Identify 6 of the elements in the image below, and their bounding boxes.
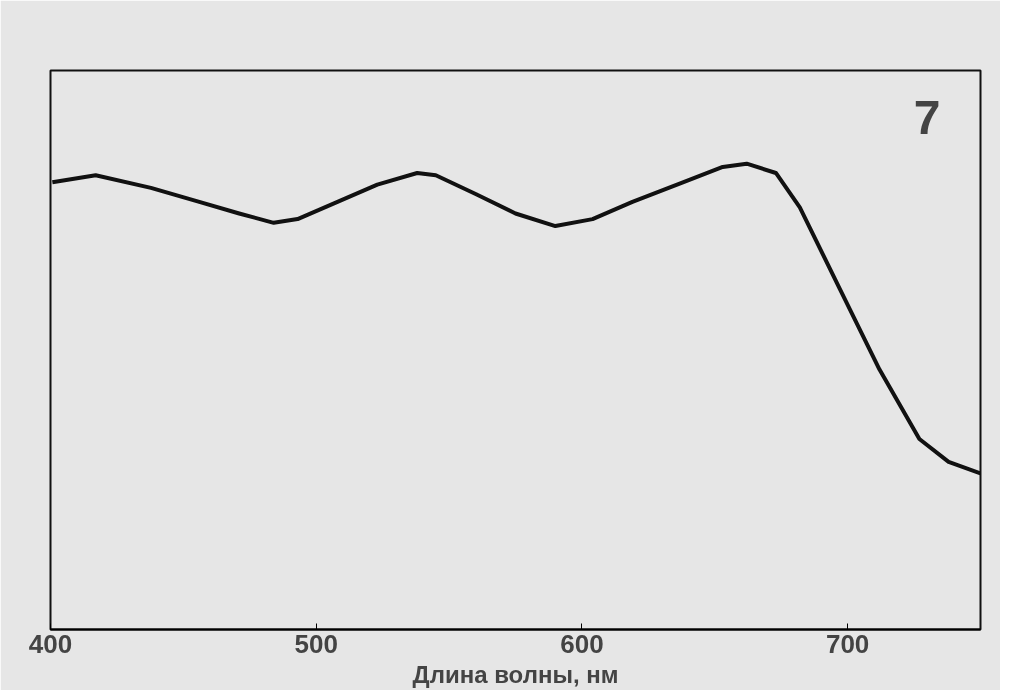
- x-tick-label: 700: [825, 628, 870, 659]
- x-tick-label: 500: [294, 628, 338, 659]
- x-tick-label: 600: [560, 628, 604, 659]
- x-tick-label: 400: [28, 628, 73, 659]
- x-axis-title: Длина волны, нм: [412, 660, 619, 688]
- text: 7: [913, 90, 941, 144]
